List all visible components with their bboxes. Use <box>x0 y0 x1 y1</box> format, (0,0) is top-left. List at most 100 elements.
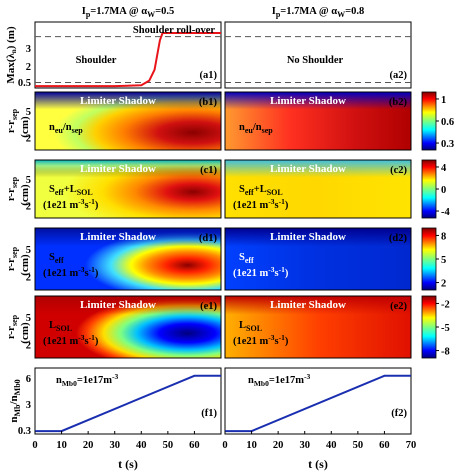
panel-label-c1: (c1) <box>200 165 217 176</box>
colorbar-label-e-1: -5 <box>441 323 450 334</box>
ylabel-unit-d: (cm) <box>19 254 31 276</box>
quantity-label-e1: LSOL <box>49 320 72 333</box>
colorbar-label-d-1: 5 <box>441 255 446 266</box>
panel-a1-frame <box>34 21 222 89</box>
unit-label-e2: (1e21 m-3s-1) <box>233 333 289 347</box>
ylabel-unit-b: (cm) <box>19 116 31 138</box>
heatmap-rows: Limiter Shadow (b1) neu/nsep Limiter Shadow… <box>5 91 454 359</box>
xtick-right-6: 60 <box>379 440 390 451</box>
colorbar-label-e-2: -8 <box>441 347 450 358</box>
xtick-right-0: 0 <box>222 440 227 451</box>
quantity-label-b1: neu/nsep <box>49 122 83 135</box>
colorbar-label-c-1: 0 <box>441 185 446 196</box>
xtick-left-0: 0 <box>32 440 37 451</box>
colorbar-c <box>421 159 437 219</box>
panel-label-a2: (a2) <box>390 70 408 81</box>
panel-label-c2: (c2) <box>390 165 407 176</box>
panel-label-e2: (e2) <box>390 301 407 312</box>
panel-f1-frame <box>34 367 222 435</box>
unit-label-e1: (1e21 m-3s-1) <box>43 333 99 347</box>
panel-f2-frame <box>224 367 412 435</box>
ylabel-d: r-rsep <box>5 246 19 271</box>
colorbar-b <box>421 91 437 151</box>
panel-d1-frame <box>34 227 222 291</box>
x-tick-labels: 0 10 20 30 40 50 60 0 10 20 30 40 50 60 70 <box>32 431 416 451</box>
ylabel-b: r-rsep <box>5 108 19 133</box>
panel-label-a1: (a1) <box>200 70 218 81</box>
annotation-nmb0-right: nMb0=1e17m-3 <box>248 372 310 388</box>
colorbar-label-b-0: 1 <box>441 95 446 106</box>
colorbar-e <box>421 295 437 359</box>
xtick-right-2: 20 <box>273 440 284 451</box>
heatmap-shadow-band-c1 <box>35 160 221 178</box>
title-left: Ip=1.7MA @ αW=0.5 <box>82 6 175 19</box>
xlabel-right: t (s) <box>308 457 328 471</box>
colorbar-d <box>421 227 437 291</box>
unit-label-c1: (1e21 m-3s-1) <box>43 197 99 211</box>
xlabel-left: t (s) <box>118 457 138 471</box>
xtick-left-4: 40 <box>136 440 147 451</box>
row-a: Shoulder roll-over Shoulder No Shoulder … <box>5 21 412 89</box>
panel-c2-frame <box>224 159 412 219</box>
xtick-right-5: 50 <box>353 440 364 451</box>
panel-d2-frame <box>224 227 412 291</box>
series-line-f1 <box>35 374 221 433</box>
ytick-c-0: 5 <box>26 175 31 186</box>
xtick-right-1: 10 <box>246 440 257 451</box>
series-line-a1 <box>35 32 221 88</box>
annotation-shoulder: Shoulder <box>76 55 117 66</box>
colorbar-label-d-2: 2 <box>441 279 446 290</box>
shadow-label-e1: Limiter Shadow <box>80 299 156 311</box>
panel-label-d2: (d2) <box>389 233 408 244</box>
ytick-e-1: 2 <box>26 341 31 352</box>
panel-e1-frame <box>34 295 222 359</box>
row-f: nMb0=1e17m-3 nMb0=1e17m-3 (f1) (f2) 6 3 … <box>8 367 412 437</box>
ytick-d-1: 2 <box>26 273 31 284</box>
ytick-a-0.5: 0.5 <box>18 78 31 89</box>
panel-label-f2: (f2) <box>391 408 407 419</box>
ytick-b-1: 2 <box>26 133 31 144</box>
ylabel-a: Max(λn) (m) <box>5 26 18 84</box>
shadow-label-c1: Limiter Shadow <box>80 163 156 175</box>
heatmap-shadow-band-d2 <box>225 228 411 247</box>
heatmap-shadow-band-e2 <box>225 296 411 315</box>
panel-label-d1: (d1) <box>199 233 218 244</box>
ytick-f-0.3: 0.3 <box>18 426 31 437</box>
unit-label-c2: (1e21 m-3s-1) <box>233 197 289 211</box>
panel-a2-frame <box>224 21 412 89</box>
panel-label-b1: (b1) <box>199 97 218 108</box>
ytick-a-3: 3 <box>26 44 31 55</box>
ylabel-f: nMb/nMb0 <box>8 379 22 422</box>
quantity-label-d2: Seff <box>239 252 254 265</box>
xtick-left-3: 30 <box>109 440 120 451</box>
heatmap-row-b: Limiter Shadow (b1) neu/nsep Limiter Shadow… <box>5 91 454 151</box>
xtick-left-6: 60 <box>189 440 200 451</box>
ytick-b-0: 5 <box>26 107 31 118</box>
colorbar-label-b-1: 0.6 <box>441 117 454 128</box>
ytick-a-2: 2 <box>26 62 31 73</box>
unit-label-d1: (1e21 m-3s-1) <box>43 265 99 279</box>
panel-e2-frame <box>224 295 412 359</box>
xtick-left-2: 20 <box>83 440 94 451</box>
heatmap-row-c: Limiter Shadow (c1)Seff+LSOL(1e21 m-3s-1)… <box>5 159 450 219</box>
shadow-label-d1: Limiter Shadow <box>80 231 156 243</box>
panel-c1-frame <box>34 159 222 219</box>
heatmap-shadow-band-c2 <box>225 160 411 178</box>
panel-label-e1: (e1) <box>200 301 217 312</box>
colorbar-label-c-0: 4 <box>441 163 447 174</box>
heatmap-shadow-band-e1 <box>35 296 221 315</box>
quantity-label-d1: Seff <box>49 252 64 265</box>
quantity-label-b2: neu/nsep <box>239 122 273 135</box>
annotation-shoulder-rollover: Shoulder roll-over <box>133 25 215 36</box>
heatmap-shadow-band-b1 <box>35 92 221 110</box>
annotation-nmb0-left: nMb0=1e17m-3 <box>56 372 118 388</box>
ytick-d-0: 5 <box>26 245 31 256</box>
shadow-label-b2: Limiter Shadow <box>270 95 346 107</box>
title-right: Ip=1.7MA @ αW=0.8 <box>272 6 365 19</box>
shadow-label-c2: Limiter Shadow <box>270 163 346 175</box>
quantity-label-c2: Seff+LSOL <box>239 184 283 197</box>
quantity-label-c1: Seff+LSOL <box>49 184 93 197</box>
ytick-f-3: 3 <box>26 400 31 411</box>
panel-label-b2: (b2) <box>389 97 408 108</box>
panel-label-f1: (f1) <box>201 408 217 419</box>
